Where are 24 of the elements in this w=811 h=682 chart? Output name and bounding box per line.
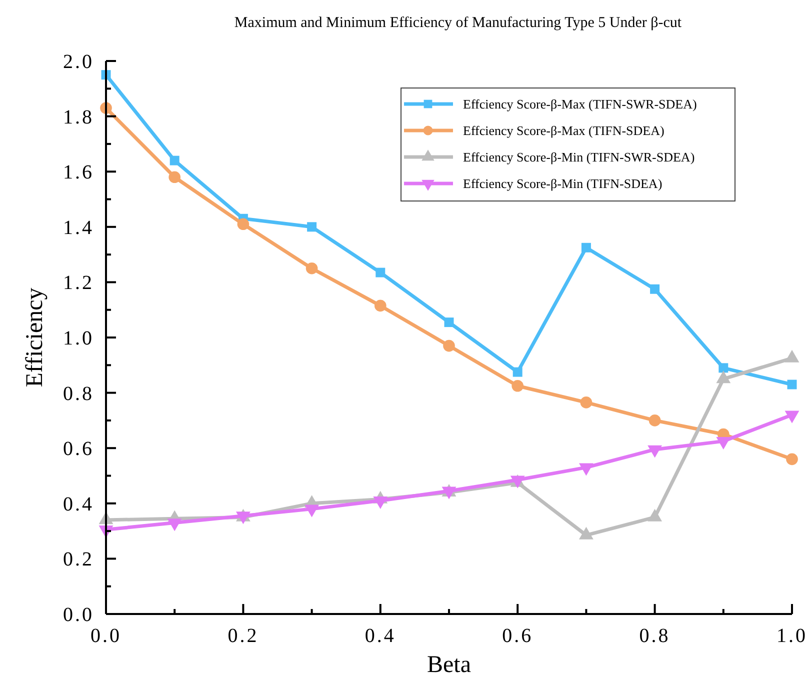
x-axis-title: Beta [427,652,472,678]
x-tick-label: 0.4 [364,625,396,647]
x-tick-label: 0.6 [502,625,534,647]
y-tick-label: 0.2 [63,548,94,571]
y-tick-label: 0.6 [63,438,94,460]
legend-label: Effciency Score-β-Max (TIFN-SDEA) [463,123,664,138]
y-tick-label: 1.0 [63,328,94,350]
legend-label: Effciency Score-β-Min (TIFN-SWR-SDEA) [463,150,695,165]
y-axis-title: Efficiency [22,288,48,388]
y-tick-label: 1.4 [63,216,94,239]
y-tick-label: 0.8 [63,382,94,405]
y-tick-label: 1.6 [63,162,94,184]
legend-label: Effciency Score-β-Max (TIFN-SWR-SDEA) [463,96,697,112]
y-tick-label: 2.0 [63,51,94,73]
x-tick-label: 1.0 [776,625,808,647]
x-tick-label: 0.8 [639,625,670,647]
y-tick-label: 0.4 [63,493,94,516]
y-tick-label: 0.0 [63,604,94,626]
chart-title: Maximum and Minimum Efficiency of Manufacturing Type 5 Under β-cut [234,15,682,31]
x-tick-label: 0.2 [228,625,259,647]
y-tick-label: 1.2 [63,272,94,294]
x-tick-label: 0.0 [90,625,122,647]
legend-label: Effciency Score-β-Min (TIFN-SDEA) [463,176,662,192]
y-tick-label: 1.8 [63,106,94,128]
